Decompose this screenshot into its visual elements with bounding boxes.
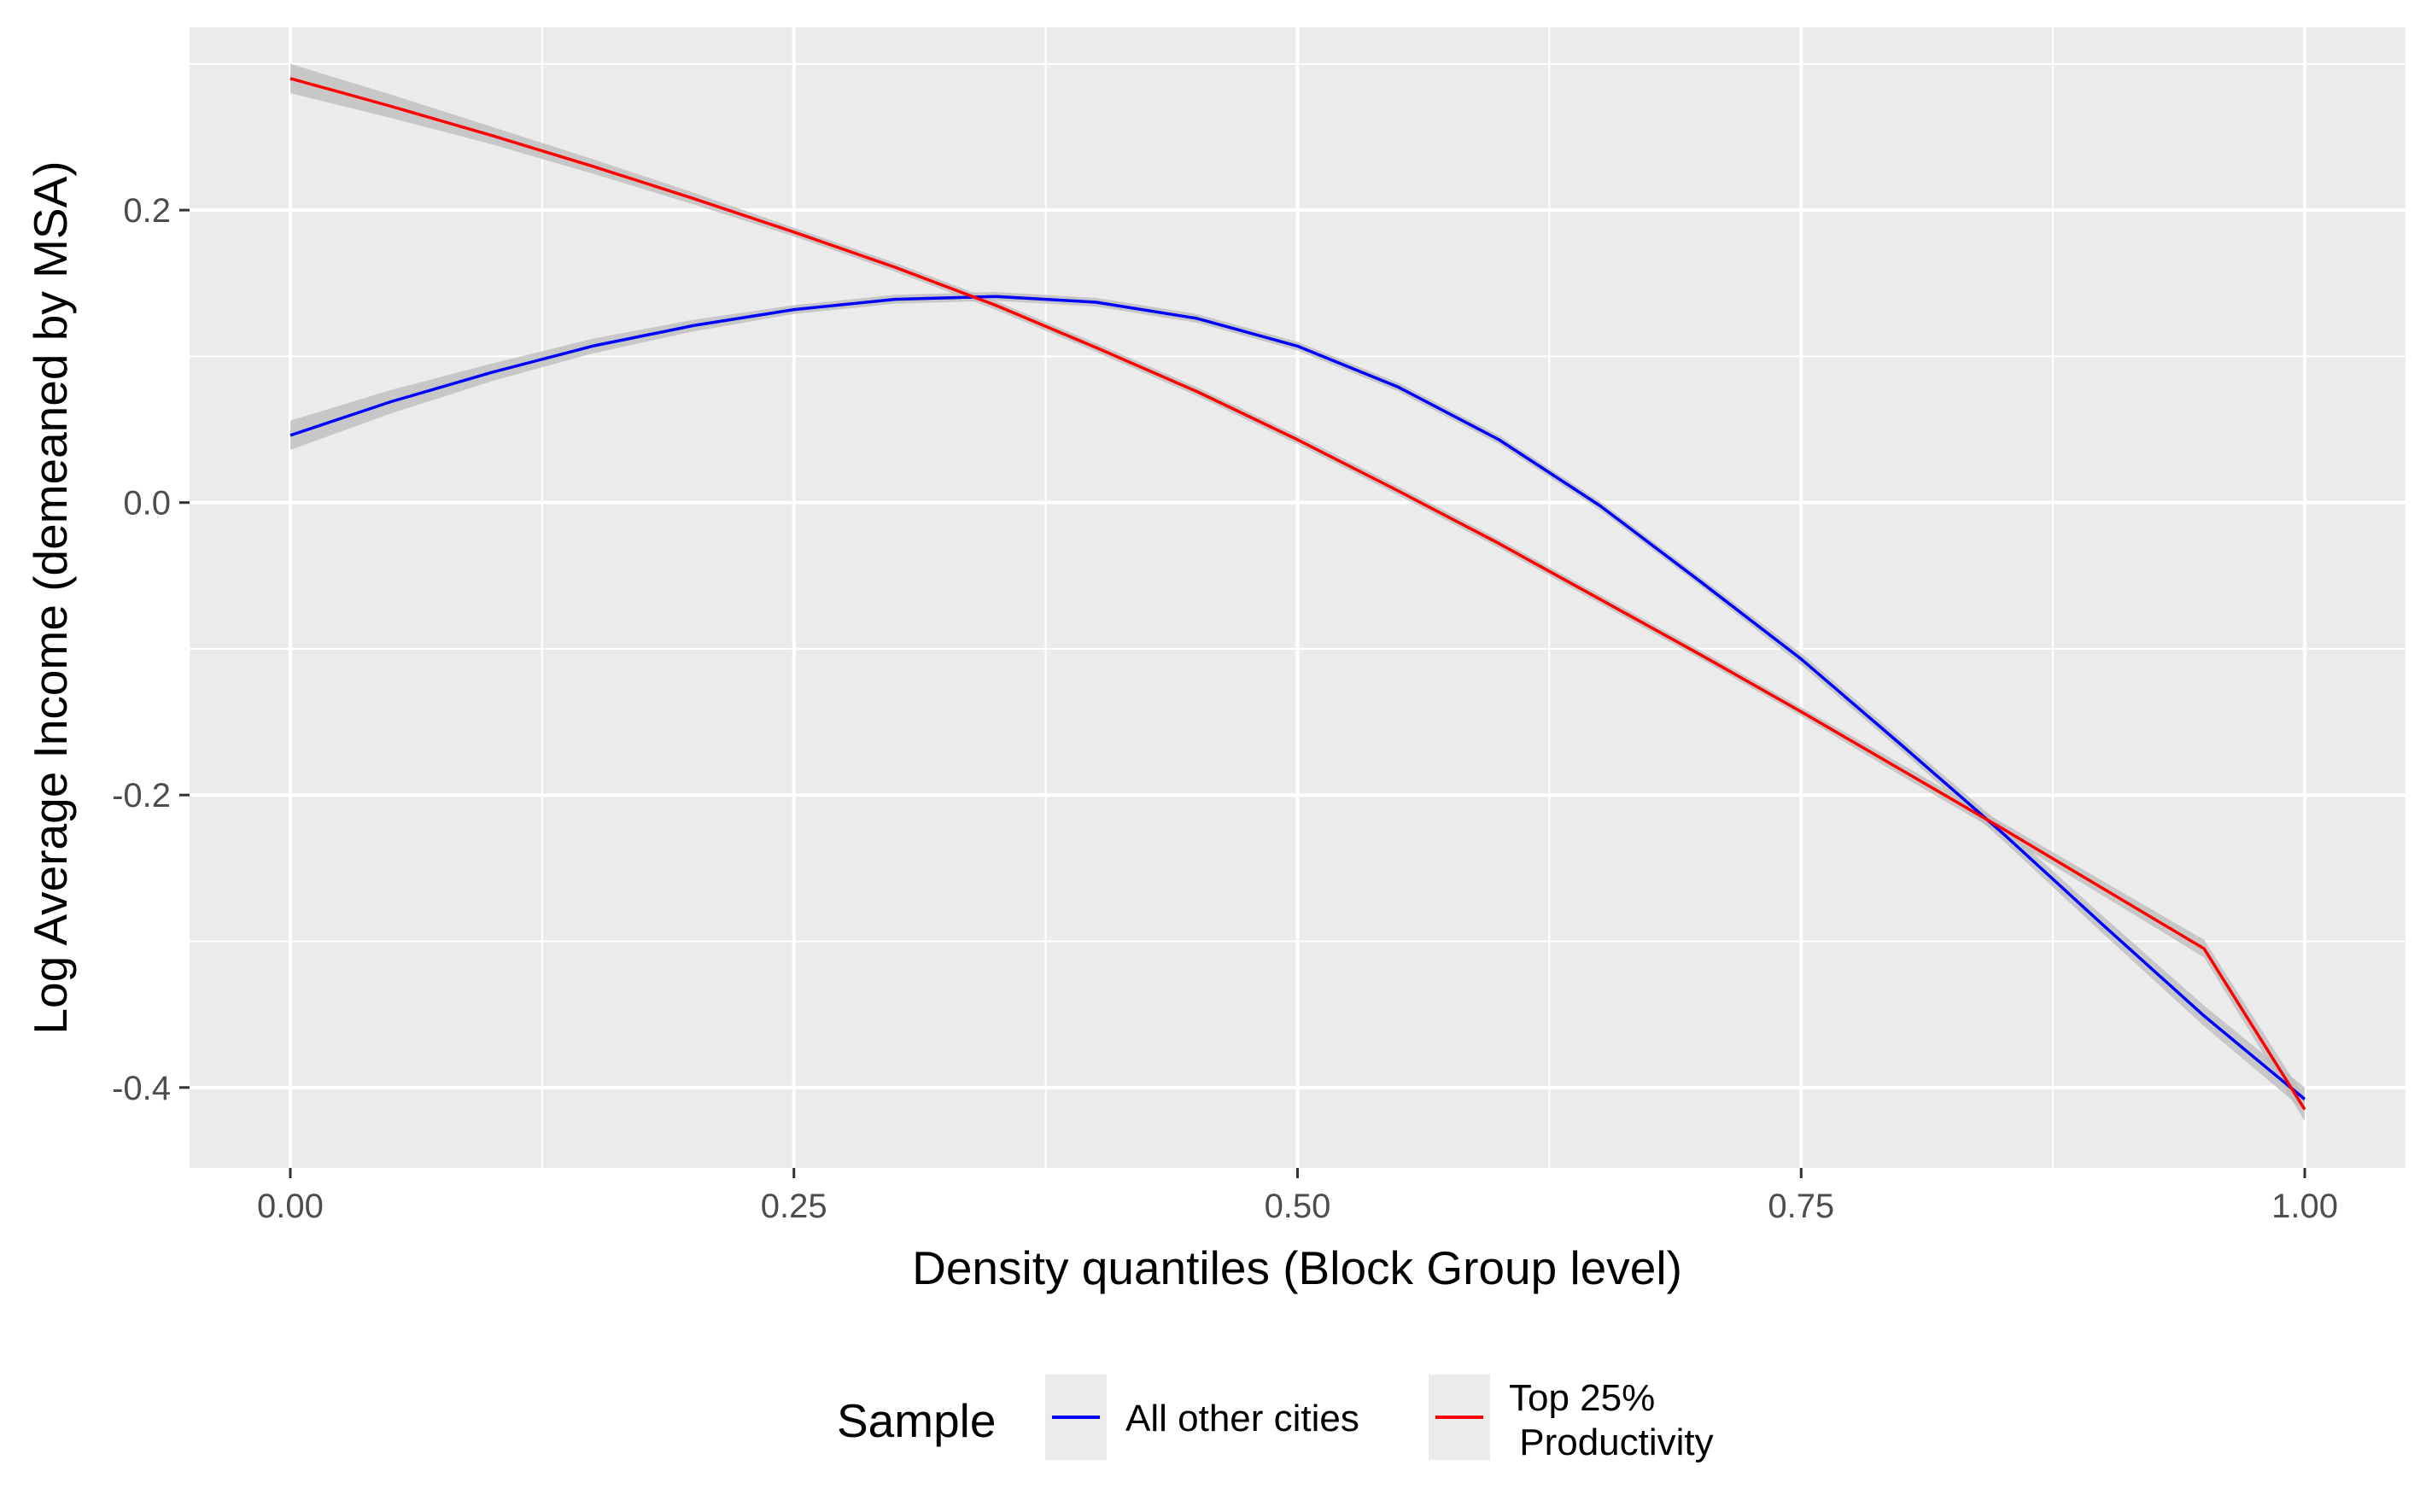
y-tick-label: -0.2 xyxy=(112,777,171,814)
legend-label: Top 25% Productivity xyxy=(1509,1377,1714,1463)
y-axis-title: Log Average Income (demeaned by MSA) xyxy=(24,161,77,1034)
legend-label-line: Productivity xyxy=(1509,1422,1714,1463)
series-line xyxy=(289,77,2306,1111)
y-tick-label: 0.2 xyxy=(123,192,171,230)
y-tick-label: 0.0 xyxy=(123,485,171,522)
legend-label-line: Top 25% xyxy=(1509,1377,1655,1419)
x-tick-label: 1.00 xyxy=(2271,1188,2338,1225)
x-axis: 0.00 0.25 0.50 0.75 1.00 xyxy=(257,1168,2338,1225)
series-line xyxy=(289,295,2306,1100)
x-tick-label: 0.75 xyxy=(1768,1188,1834,1225)
x-tick-label: 0.25 xyxy=(761,1188,827,1225)
x-axis-title: Density quantiles (Block Group level) xyxy=(912,1241,1682,1294)
y-tick-label: -0.4 xyxy=(112,1070,171,1107)
x-tick-label: 0.50 xyxy=(1265,1188,1331,1225)
y-axis: -0.4 -0.2 0.0 0.2 xyxy=(112,192,190,1107)
legend: Sample All other cities Top 25% Productiv… xyxy=(837,1375,1714,1463)
series-lines xyxy=(289,77,2306,1111)
x-tick-label: 0.00 xyxy=(257,1188,324,1225)
grid-major xyxy=(190,27,2405,1168)
legend-title: Sample xyxy=(837,1394,996,1447)
legend-label: All other cities xyxy=(1125,1398,1359,1439)
